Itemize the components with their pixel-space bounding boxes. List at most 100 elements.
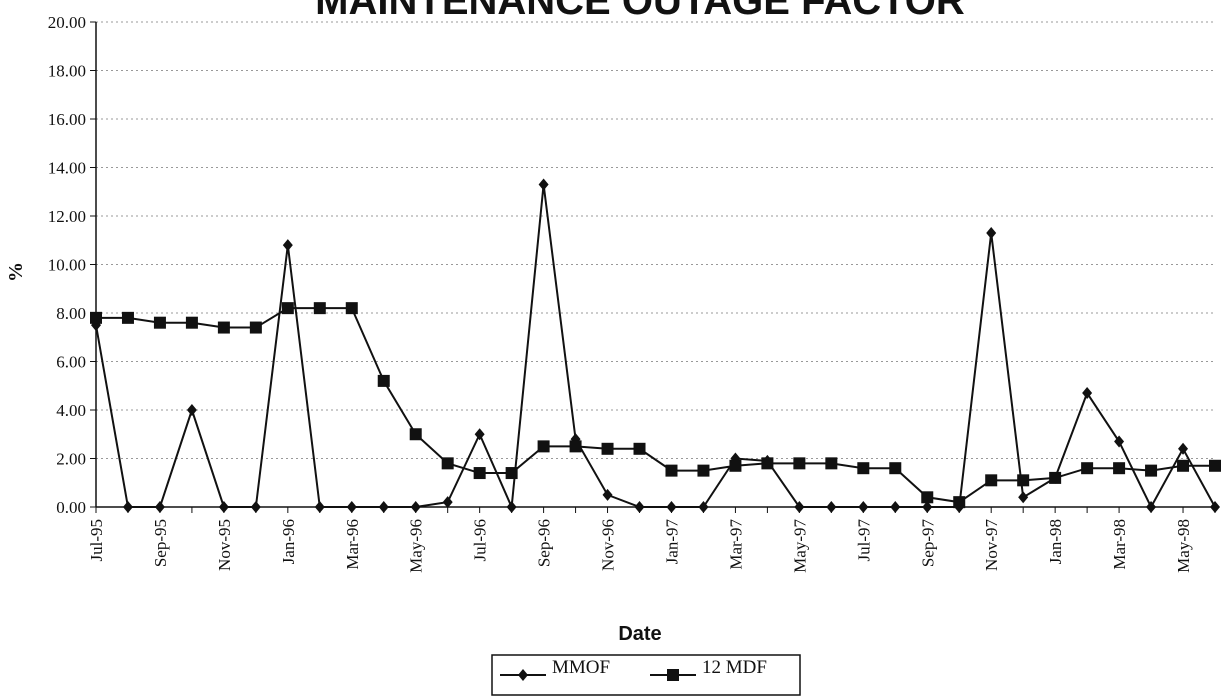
data-point: [1145, 464, 1158, 477]
x-tick-label: May-97: [790, 519, 809, 573]
y-axis-label: %: [5, 262, 27, 282]
data-point: [633, 442, 646, 455]
data-point: [378, 501, 389, 513]
data-point: [698, 501, 709, 513]
data-point: [761, 457, 774, 470]
x-tick-label: Mar-96: [343, 519, 362, 570]
data-point: [1049, 471, 1062, 484]
x-tick-label: Jan-96: [279, 519, 298, 564]
data-point: [1018, 491, 1029, 504]
legend-label: MMOF: [552, 657, 610, 678]
data-point: [473, 467, 486, 480]
y-tick-label: 8.00: [56, 304, 86, 323]
legend-marker: [518, 669, 528, 681]
data-point: [537, 440, 550, 453]
data-point: [1146, 501, 1157, 513]
data-point: [1017, 474, 1030, 487]
data-point: [250, 501, 261, 513]
data-point: [922, 501, 933, 513]
x-tick-label: Mar-97: [726, 519, 745, 570]
data-point: [858, 501, 869, 513]
x-tick-label: Jul-96: [471, 519, 490, 562]
x-tick-label: May-96: [407, 519, 426, 573]
data-point: [729, 459, 742, 472]
data-point: [857, 462, 870, 475]
legend-box: [491, 654, 801, 696]
y-tick-label: 0.00: [56, 498, 86, 517]
data-point: [666, 501, 677, 513]
y-tick-label: 18.00: [48, 62, 86, 81]
data-point: [122, 501, 133, 513]
x-tick-label: Jan-97: [662, 519, 681, 565]
data-point: [218, 501, 229, 513]
data-point: [665, 464, 678, 477]
x-tick-label: Jul-97: [854, 519, 873, 562]
x-tick-label: Nov-96: [599, 519, 618, 571]
y-tick-label: 16.00: [48, 110, 86, 129]
data-point: [601, 442, 614, 455]
series-line: [96, 307, 1215, 504]
x-axis-label: Date: [618, 623, 661, 645]
data-point: [697, 464, 710, 477]
data-point: [986, 226, 997, 239]
data-point: [1178, 442, 1189, 455]
data-point: [313, 302, 326, 315]
data-point: [953, 496, 966, 509]
x-tick-label: Jan-98: [1046, 519, 1065, 564]
data-point: [825, 457, 838, 470]
data-point: [1177, 459, 1190, 472]
data-point: [890, 501, 901, 513]
data-point: [1113, 462, 1126, 475]
x-tick-label: Mar-98: [1110, 519, 1129, 570]
data-point: [474, 428, 485, 441]
data-point: [1082, 387, 1093, 400]
y-tick-label: 4.00: [56, 401, 86, 420]
data-point: [121, 311, 134, 324]
data-point: [345, 302, 358, 315]
series-line: [95, 184, 1216, 511]
x-tick-label: Sep-95: [151, 519, 170, 567]
x-tick-label: Sep-96: [535, 519, 554, 567]
data-point: [409, 428, 422, 441]
data-point: [1209, 459, 1221, 472]
data-point: [1081, 462, 1094, 475]
x-tick-label: Sep-97: [918, 519, 937, 568]
legend-label: 12 MDF: [702, 657, 767, 678]
x-tick-label: Nov-97: [982, 519, 1001, 571]
data-point: [569, 440, 582, 453]
data-point: [1114, 435, 1125, 448]
data-point: [186, 404, 197, 416]
chart-title: MAINTENANCE OUTAGE FACTOR: [315, 0, 965, 23]
data-point: [538, 178, 549, 191]
data-point: [826, 501, 837, 513]
data-point: [889, 462, 902, 475]
data-point: [441, 457, 454, 470]
data-point: [185, 316, 198, 329]
data-point: [346, 501, 357, 513]
data-point: [634, 501, 645, 513]
y-tick-label: 12.00: [48, 207, 86, 226]
x-tick-label: Nov-95: [215, 519, 234, 571]
y-tick-label: 6.00: [56, 353, 86, 372]
x-tick-label: Jul-95: [87, 519, 106, 562]
data-point: [90, 311, 102, 324]
data-point: [985, 474, 998, 487]
y-tick-label: 14.00: [48, 159, 86, 178]
data-point: [314, 501, 325, 513]
data-point: [793, 457, 806, 470]
data-point: [153, 316, 166, 329]
data-point: [442, 496, 453, 509]
y-tick-label: 2.00: [56, 450, 86, 469]
data-point: [921, 491, 934, 504]
data-point: [154, 501, 165, 513]
data-point: [217, 321, 230, 334]
data-point: [249, 321, 262, 334]
data-point: [410, 501, 421, 513]
y-tick-label: 10.00: [48, 256, 86, 275]
x-tick-label: May-98: [1174, 519, 1193, 573]
data-point: [602, 488, 613, 501]
y-tick-label: 20.00: [48, 13, 86, 32]
legend-marker: [667, 669, 679, 681]
data-point: [377, 374, 390, 387]
